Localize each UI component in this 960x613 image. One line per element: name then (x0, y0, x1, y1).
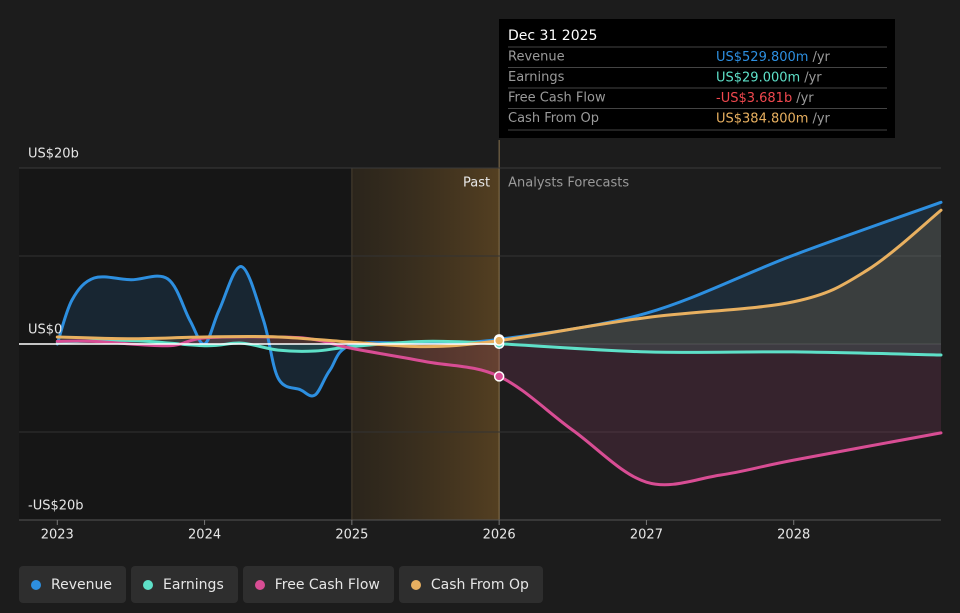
tooltip-value: US$384.800m/yr (716, 111, 831, 126)
legend-item[interactable]: Free Cash Flow (242, 566, 394, 603)
y-tick-label: -US$20b (28, 499, 84, 514)
tooltip-label: Free Cash Flow (508, 91, 606, 106)
forecast-label: Analysts Forecasts (508, 176, 629, 191)
legend-item[interactable]: Cash From Op (398, 566, 543, 603)
x-tick-label: 2023 (41, 528, 74, 543)
series-area (57, 210, 941, 347)
tooltip-title: Dec 31 2025 (508, 28, 597, 44)
legend-label: Free Cash Flow (274, 576, 380, 593)
x-tick-label: 2024 (188, 528, 221, 543)
y-tick-label: US$0 (28, 323, 62, 338)
y-tick-label: US$20b (28, 147, 79, 162)
series-line (55, 338, 943, 357)
legend-label: Cash From Op (430, 576, 529, 593)
tooltip-value: US$529.800m/yr (716, 50, 831, 65)
tooltip-value-text: -US$3.681b (716, 91, 792, 106)
legend: Revenue Earnings Free Cash Flow Cash From O… (19, 566, 543, 603)
tooltip-rate: /yr (812, 111, 830, 126)
legend-label: Revenue (51, 576, 112, 593)
tooltip-value: US$29.000m/yr (716, 70, 822, 85)
legend-label: Earnings (162, 576, 224, 593)
legend-item[interactable]: Revenue (19, 566, 126, 603)
x-tick-label: 2027 (630, 528, 663, 543)
series-line (55, 208, 943, 349)
legend-swatch (254, 579, 265, 590)
tooltip-rate: /yr (812, 50, 830, 65)
tooltip-value-text: US$384.800m (716, 111, 808, 126)
hover-point (493, 371, 505, 382)
tooltip-value: -US$3.681b/yr (716, 91, 814, 106)
legend-swatch (142, 579, 153, 590)
legend-swatch (31, 579, 41, 590)
x-tick-label: 2026 (483, 528, 516, 543)
series-area (57, 336, 941, 485)
tooltip-value-text: US$29.000m (716, 70, 800, 85)
x-tick-label: 2028 (777, 528, 810, 543)
x-tick-label: 2025 (335, 528, 368, 543)
tooltip-rate: /yr (796, 91, 814, 106)
series-area (57, 202, 941, 396)
tooltip-rate: /yr (804, 70, 822, 85)
tooltip-value-text: US$529.800m (716, 50, 808, 65)
tooltip-label: Earnings (508, 70, 565, 85)
hover-point (493, 335, 505, 346)
legend-swatch (410, 579, 421, 590)
past-label: Past (463, 176, 490, 191)
chart: Past Analysts Forecasts -US$20b US$0 US$20b 2… (19, 19, 943, 543)
legend-item[interactable]: Earnings (130, 566, 238, 603)
tooltip-label: Revenue (508, 50, 565, 65)
tooltip-label: Cash From Op (508, 111, 599, 126)
tooltip-box (499, 19, 895, 138)
